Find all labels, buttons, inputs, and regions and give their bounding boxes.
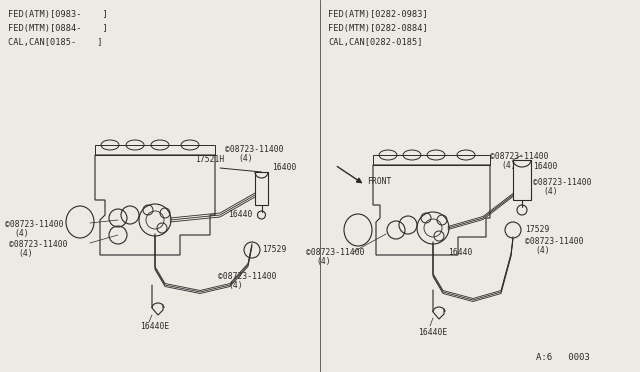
Text: ©08723-11400: ©08723-11400 — [306, 248, 365, 257]
Text: 16440E: 16440E — [418, 328, 447, 337]
Text: ©08723-11400: ©08723-11400 — [225, 145, 284, 154]
Text: 17529: 17529 — [525, 225, 549, 234]
Text: FED(MTM)[0884-    ]: FED(MTM)[0884- ] — [8, 24, 108, 33]
Text: (4): (4) — [535, 246, 550, 255]
Text: (4): (4) — [228, 281, 243, 290]
Text: (4): (4) — [501, 161, 516, 170]
Text: 17529: 17529 — [262, 245, 286, 254]
Text: (4): (4) — [543, 187, 557, 196]
Text: (4): (4) — [14, 229, 29, 238]
Text: 16440: 16440 — [228, 210, 252, 219]
Text: 16440: 16440 — [448, 248, 472, 257]
Text: FED(ATM)[0282-0983]: FED(ATM)[0282-0983] — [328, 10, 428, 19]
Text: 17521H: 17521H — [195, 155, 224, 164]
Text: ©08723-11400: ©08723-11400 — [218, 272, 276, 281]
Text: ©08723-11400: ©08723-11400 — [525, 237, 584, 246]
Text: 16400: 16400 — [533, 162, 557, 171]
Text: FRONT: FRONT — [367, 177, 392, 186]
Text: CAL,CAN[0282-0185]: CAL,CAN[0282-0185] — [328, 38, 422, 47]
Text: ©08723-11400: ©08723-11400 — [9, 240, 67, 249]
Text: 16440E: 16440E — [140, 322, 169, 331]
Text: CAL,CAN[0185-    ]: CAL,CAN[0185- ] — [8, 38, 102, 47]
Text: 16400: 16400 — [272, 163, 296, 172]
Text: (4): (4) — [238, 154, 253, 163]
Text: ©08723-11400: ©08723-11400 — [533, 178, 591, 187]
Text: A:6   0003: A:6 0003 — [536, 353, 590, 362]
Text: ©08723-11400: ©08723-11400 — [490, 152, 548, 161]
Text: (4): (4) — [18, 249, 33, 258]
Text: FED(MTM)[0282-0884]: FED(MTM)[0282-0884] — [328, 24, 428, 33]
Text: FED(ATM)[0983-    ]: FED(ATM)[0983- ] — [8, 10, 108, 19]
Text: (4): (4) — [316, 257, 331, 266]
Text: ©08723-11400: ©08723-11400 — [5, 220, 63, 229]
